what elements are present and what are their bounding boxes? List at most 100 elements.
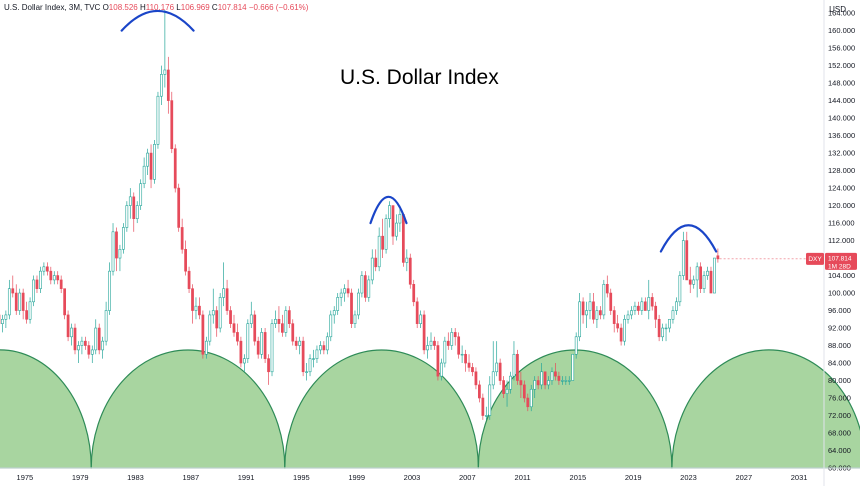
candle-body [578, 301, 582, 338]
candle-down [464, 349, 467, 372]
y-tick-label: 136.000 [828, 131, 855, 140]
candle-up [626, 310, 630, 324]
candle-body [450, 332, 454, 346]
candle-up [450, 328, 454, 350]
candle-body [305, 371, 308, 373]
time-axis[interactable]: 1975 1979 1983 1987 1991 1995 1999 2003 2007 2011… [0, 467, 860, 482]
candle-body [25, 310, 28, 320]
candle-body [681, 240, 685, 276]
candle-up [125, 201, 129, 232]
candle-body [339, 292, 343, 298]
price-axis[interactable]: 60.00064.00068.00072.00076.00080.00084.0… [823, 0, 855, 486]
candle-body [526, 397, 530, 408]
chart-title: U.S. Dollar Index [340, 66, 499, 89]
candle-body [464, 353, 467, 364]
candle-body [381, 235, 384, 250]
candle-body [180, 227, 184, 250]
candle-body [291, 323, 295, 342]
candle-down [412, 279, 416, 307]
candle-body [42, 266, 46, 272]
candle-body [709, 270, 713, 294]
candle-body [484, 415, 488, 417]
candle-up [384, 214, 388, 254]
candle-up [122, 223, 125, 254]
candle-body [215, 310, 219, 329]
symbol-tag: DXY [808, 256, 822, 263]
candle-up [139, 179, 143, 210]
candle-up [42, 262, 46, 276]
candle-body [149, 152, 153, 180]
candle-down [526, 393, 530, 412]
candle-body [170, 100, 174, 150]
candle-body [599, 310, 602, 316]
candle-down [536, 376, 540, 390]
candle-down [498, 358, 502, 385]
candle-up [325, 332, 329, 355]
candle-up [405, 249, 409, 272]
high-value: 110.176 [145, 3, 175, 12]
last-price-tag-bg [825, 252, 857, 270]
candle-up [339, 288, 343, 307]
candle-up [692, 275, 696, 289]
candle-up [706, 266, 709, 280]
candle-up [661, 323, 664, 342]
y-tick-label: 96.000 [828, 306, 851, 315]
candle-body [509, 375, 512, 390]
candle-down [433, 336, 436, 350]
candle-down [516, 349, 519, 385]
candle-body [32, 279, 35, 303]
candle-body [249, 314, 253, 324]
candle-body [287, 310, 291, 324]
candle-body [35, 279, 39, 289]
candle-down [291, 319, 295, 346]
candle-up [509, 371, 512, 394]
candle-body [177, 187, 181, 228]
candle-down [592, 293, 595, 324]
candle-up [533, 376, 537, 399]
candle-body [695, 266, 699, 281]
candle-body [101, 340, 105, 351]
cycle-semicircles [0, 349, 860, 469]
candle-down [557, 371, 561, 385]
candle-body [426, 345, 429, 351]
candle-up [128, 188, 132, 219]
candle-down [654, 301, 658, 329]
candle-down [605, 275, 609, 298]
candle-up [153, 139, 156, 184]
candle-up [204, 336, 208, 359]
candle-body [111, 231, 115, 272]
candle-body [357, 292, 360, 316]
candle-down [294, 336, 298, 350]
candle-body [222, 288, 225, 298]
candle-body [692, 279, 696, 285]
y-tick-label: 100.000 [828, 289, 855, 298]
candle-body [581, 301, 585, 316]
candle-down [301, 336, 305, 377]
symbol-header[interactable]: U.S. Dollar Index, 3M, TVC O108.526 H110… [4, 3, 308, 12]
candle-body [191, 288, 194, 311]
candle-down [709, 266, 713, 294]
candle-down [97, 323, 101, 355]
candle-body [640, 301, 644, 311]
low-value: 106.969 [180, 3, 210, 12]
candle-body [547, 380, 550, 386]
candle-body [647, 297, 651, 311]
candle-body [246, 323, 250, 359]
candle-up [218, 293, 222, 333]
candle-body [153, 144, 156, 180]
candle-up [395, 214, 398, 241]
candle-body [471, 367, 474, 373]
candle-body [481, 397, 485, 416]
x-tick-label: 2019 [625, 473, 642, 482]
candle-body [671, 310, 675, 320]
cycle-semicircle [284, 349, 479, 469]
x-tick-label: 1991 [238, 473, 255, 482]
candle-down [170, 91, 174, 154]
candle-up [146, 148, 149, 175]
candle-down [198, 297, 201, 320]
candle-body [668, 318, 671, 329]
candle-up [681, 231, 685, 280]
candle-down [471, 363, 474, 377]
y-tick-label: 116.000 [828, 219, 855, 228]
